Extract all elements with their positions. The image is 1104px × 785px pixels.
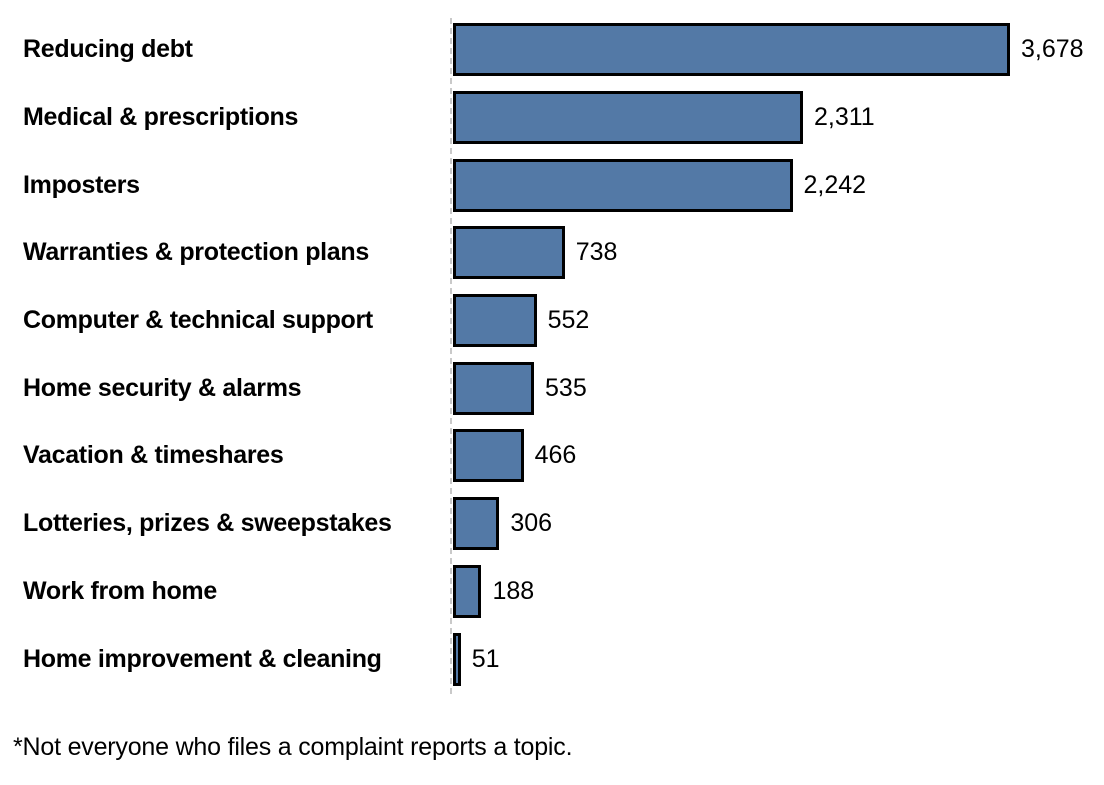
- category-label: Vacation & timeshares: [23, 441, 284, 470]
- bar-row: Home improvement & cleaning 51: [0, 625, 1104, 693]
- bar-cell: 552: [453, 287, 1104, 355]
- category-label: Warranties & protection plans: [23, 238, 369, 267]
- value-label: 2,242: [803, 170, 867, 199]
- value-label: 2,311: [813, 103, 875, 132]
- bar-row: Warranties & protection plans 738: [0, 219, 1104, 287]
- bar: [453, 361, 535, 415]
- bar-cell: 738: [453, 219, 1104, 287]
- chart-plot-area: Reducing debt 3,678 Medical & prescripti…: [0, 16, 1104, 694]
- bar-cell: 466: [453, 422, 1104, 490]
- bar-cell: 3,678: [453, 16, 1104, 84]
- bar: [453, 497, 500, 551]
- bar: [453, 429, 524, 483]
- value-label: 738: [575, 238, 618, 267]
- bar-cell: 51: [453, 625, 1104, 693]
- bar-cell: 188: [453, 558, 1104, 626]
- bar: [453, 632, 461, 686]
- bar: [453, 91, 803, 145]
- value-label: 188: [492, 576, 535, 605]
- bar-cell: 535: [453, 354, 1104, 422]
- category-label: Home improvement & cleaning: [23, 644, 382, 673]
- category-label: Reducing debt: [23, 35, 193, 64]
- bar-cell: 306: [453, 490, 1104, 558]
- bar-row: Medical & prescriptions 2,311: [0, 84, 1104, 152]
- value-label: 552: [547, 306, 590, 335]
- bar-row: Computer & technical support 552: [0, 287, 1104, 355]
- category-label: Home security & alarms: [23, 373, 302, 402]
- bar-row: Vacation & timeshares 466: [0, 422, 1104, 490]
- footnote: *Not everyone who files a complaint repo…: [13, 733, 573, 761]
- bar-row: Work from home 188: [0, 558, 1104, 626]
- category-label: Imposters: [23, 170, 140, 199]
- bar: [453, 226, 565, 280]
- value-label: 3,678: [1021, 35, 1084, 64]
- bar-row: Imposters 2,242: [0, 151, 1104, 219]
- value-label: 306: [510, 509, 553, 538]
- bar-row: Lotteries, prizes & sweepstakes 306: [0, 490, 1104, 558]
- category-label: Medical & prescriptions: [23, 103, 299, 132]
- bar: [453, 294, 537, 348]
- bar: [453, 564, 482, 618]
- axis-baseline: [450, 18, 452, 694]
- value-label: 51: [471, 644, 500, 673]
- bar: [453, 158, 793, 212]
- bar-row: Home security & alarms 535: [0, 354, 1104, 422]
- category-label: Lotteries, prizes & sweepstakes: [23, 509, 392, 538]
- value-label: 466: [534, 441, 577, 470]
- bar-row: Reducing debt 3,678: [0, 16, 1104, 84]
- category-label: Computer & technical support: [23, 306, 373, 335]
- bar-cell: 2,242: [453, 151, 1104, 219]
- bar: [453, 23, 1010, 77]
- bar-cell: 2,311: [453, 84, 1104, 152]
- value-label: 535: [545, 373, 587, 402]
- category-label: Work from home: [23, 576, 217, 605]
